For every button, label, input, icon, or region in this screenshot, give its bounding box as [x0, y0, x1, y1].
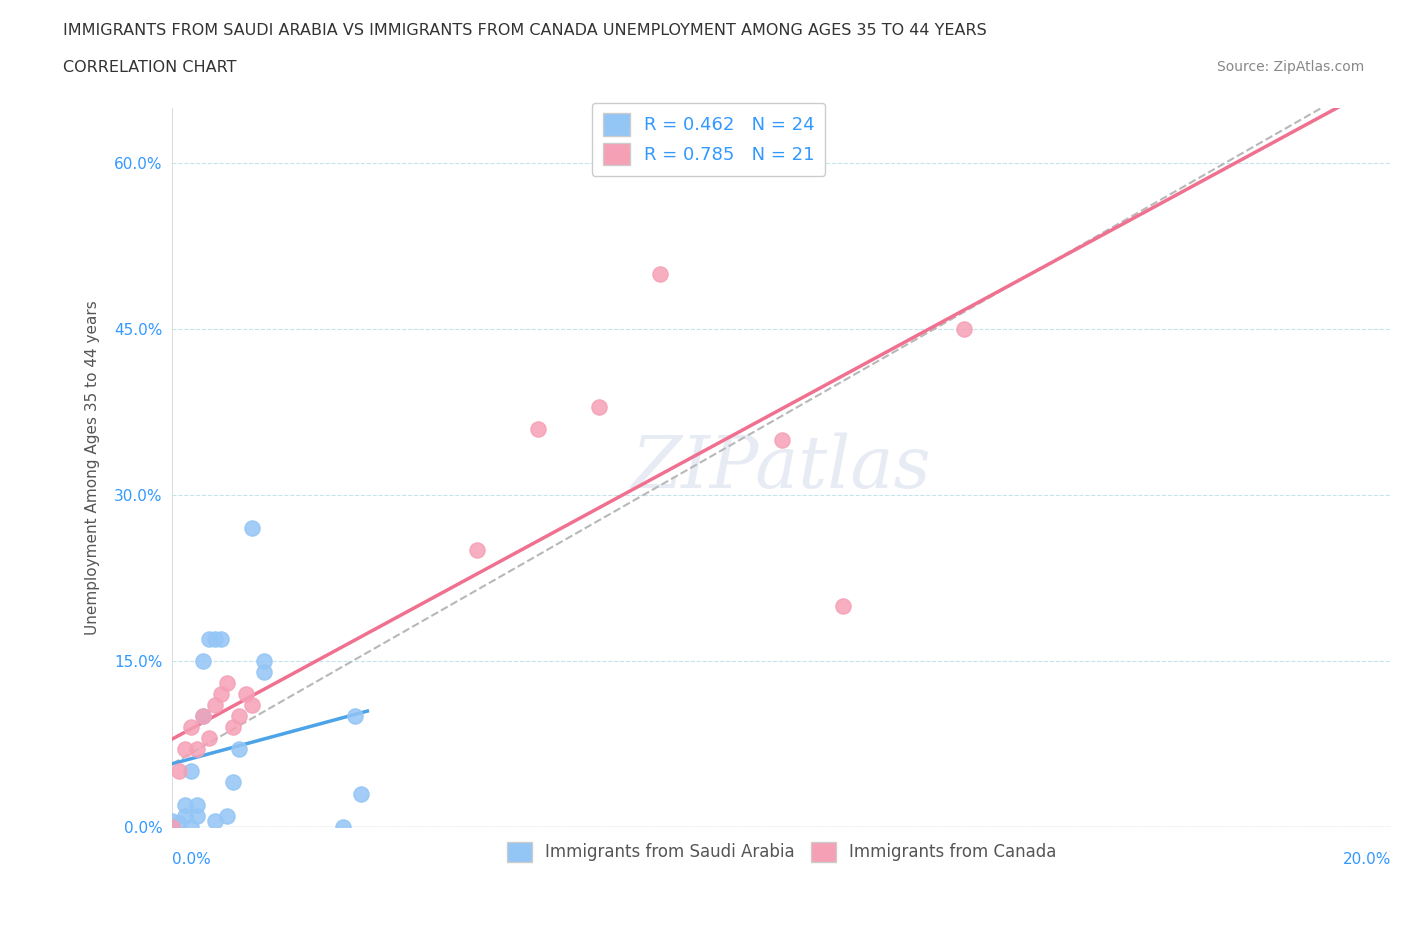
Point	[191, 709, 214, 724]
Point	[204, 631, 226, 646]
Point	[240, 521, 263, 536]
Point	[204, 814, 226, 829]
Point	[191, 709, 214, 724]
Point	[228, 742, 250, 757]
Point	[198, 631, 221, 646]
Text: 0.0%: 0.0%	[173, 852, 211, 867]
Point	[186, 808, 208, 823]
Point	[217, 808, 239, 823]
Point	[253, 664, 276, 679]
Point	[332, 819, 354, 834]
Point	[253, 654, 276, 669]
Point	[240, 698, 263, 712]
Point	[350, 786, 373, 801]
Point	[222, 775, 245, 790]
Point	[648, 266, 671, 281]
Point	[222, 720, 245, 735]
Point	[180, 764, 202, 778]
Point	[162, 819, 184, 834]
Legend: Immigrants from Saudi Arabia, Immigrants from Canada: Immigrants from Saudi Arabia, Immigrants…	[501, 835, 1063, 869]
Point	[180, 819, 202, 834]
Point	[191, 654, 214, 669]
Point	[167, 764, 190, 778]
Text: CORRELATION CHART: CORRELATION CHART	[63, 60, 236, 75]
Point	[186, 797, 208, 812]
Point	[173, 742, 195, 757]
Text: 20.0%: 20.0%	[1343, 852, 1391, 867]
Y-axis label: Unemployment Among Ages 35 to 44 years: Unemployment Among Ages 35 to 44 years	[86, 300, 100, 635]
Point	[217, 675, 239, 690]
Point	[344, 709, 367, 724]
Point	[180, 720, 202, 735]
Text: Source: ZipAtlas.com: Source: ZipAtlas.com	[1216, 60, 1364, 74]
Point	[953, 322, 976, 337]
Point	[770, 432, 793, 447]
Point	[167, 816, 190, 830]
Text: IMMIGRANTS FROM SAUDI ARABIA VS IMMIGRANTS FROM CANADA UNEMPLOYMENT AMONG AGES 3: IMMIGRANTS FROM SAUDI ARABIA VS IMMIGRAN…	[63, 23, 987, 38]
Text: ZIPatlas: ZIPatlas	[631, 432, 932, 502]
Point	[186, 742, 208, 757]
Point	[235, 686, 257, 701]
Point	[162, 814, 184, 829]
Point	[204, 698, 226, 712]
Point	[173, 797, 195, 812]
Point	[527, 421, 550, 436]
Point	[162, 819, 184, 834]
Point	[198, 731, 221, 746]
Point	[209, 631, 232, 646]
Point	[173, 808, 195, 823]
Point	[831, 598, 853, 613]
Point	[228, 709, 250, 724]
Point	[465, 543, 488, 558]
Point	[588, 399, 610, 414]
Point	[209, 686, 232, 701]
